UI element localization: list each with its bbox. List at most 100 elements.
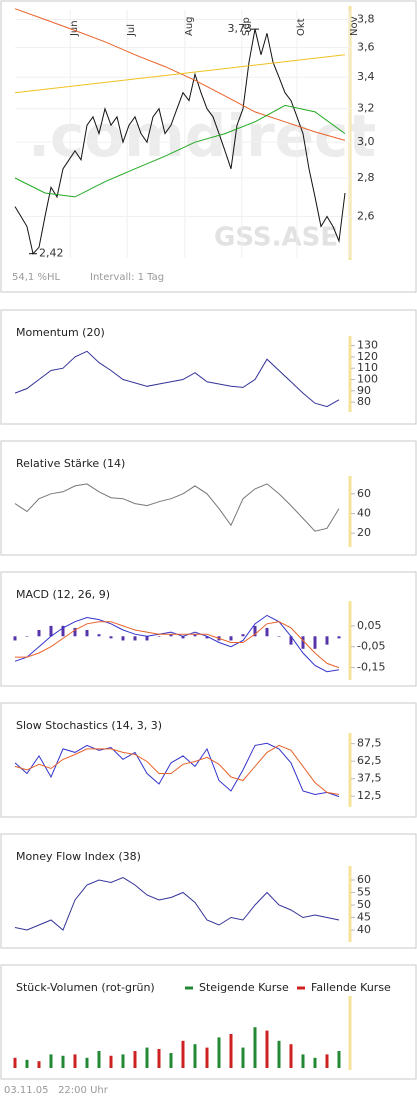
panel [0, 702, 417, 818]
bar [169, 1053, 173, 1068]
y-tick-label: 110 [357, 361, 378, 374]
bar [61, 625, 65, 637]
bar [313, 636, 317, 649]
bar [253, 1027, 257, 1068]
y-tick-label: 2,8 [357, 171, 375, 184]
bar [133, 636, 137, 641]
bar [277, 1040, 281, 1068]
bar [217, 1037, 221, 1068]
bar [313, 1057, 317, 1068]
timestamp: 03.11.05 22:00 Uhr [4, 1085, 109, 1096]
bar [229, 636, 233, 641]
y-tick-label: 50 [357, 898, 371, 911]
bar [289, 1044, 293, 1068]
bar [25, 636, 29, 637]
bar [85, 1057, 89, 1068]
bar [133, 1051, 137, 1068]
panel [0, 833, 417, 949]
y-tick-label: 120 [357, 350, 378, 363]
y-tick-label: 3,0 [357, 135, 375, 148]
bar [169, 634, 173, 637]
line [15, 621, 340, 669]
y-tick-label: 0,05 [357, 619, 382, 632]
y-tick-label: -0,15 [357, 661, 385, 674]
line [14, 876, 340, 931]
line [14, 483, 340, 532]
bar [325, 636, 329, 645]
panel-title: Money Flow Index (38) [16, 850, 141, 863]
y-tick-label: 45 [357, 911, 371, 924]
y-tick-label: 2,6 [357, 209, 375, 222]
bar [121, 1054, 125, 1068]
x-tick-label: Jul [126, 24, 137, 37]
bar [157, 636, 161, 637]
bar [181, 1040, 185, 1068]
bar [73, 1054, 77, 1068]
panel-title: Relative Stärke (14) [16, 457, 125, 470]
legend-label: Fallende Kurse [311, 981, 391, 994]
bar [25, 1059, 29, 1068]
line [14, 350, 340, 408]
y-tick-label: 3,6 [357, 41, 375, 54]
y-tick-label: 40 [357, 506, 371, 519]
bar [121, 636, 125, 641]
panel-title: MACD (12, 26, 9) [16, 588, 110, 601]
line [14, 54, 346, 94]
bar [193, 1044, 197, 1068]
x-tick-label: Nov [349, 16, 360, 36]
y-tick-label: 12,5 [357, 789, 382, 802]
panel-title: Momentum (20) [16, 326, 105, 339]
panel [0, 571, 417, 687]
bar [61, 1055, 65, 1068]
bar [301, 636, 305, 649]
y-tick-label: 37,5 [357, 772, 382, 785]
bar [181, 636, 185, 639]
y-tick-label: 40 [357, 923, 371, 936]
bar [301, 1054, 305, 1068]
y-tick-label: 3,2 [357, 102, 375, 115]
bar [337, 636, 341, 639]
y-tick-label: 62,5 [357, 754, 382, 767]
hl-label: 54,1 %HL [12, 272, 60, 283]
y-tick-label: 20 [357, 526, 371, 539]
x-tick-label: Okt [296, 18, 307, 36]
y-tick-label: 55 [357, 886, 371, 899]
bar [277, 636, 281, 637]
line [14, 104, 346, 198]
bar [157, 1048, 161, 1068]
symbol: GSS.ASE [214, 223, 338, 253]
bar [49, 1054, 53, 1068]
watermark: .comdirect [28, 102, 376, 170]
y-tick-label: 80 [357, 395, 371, 408]
annotation: 2,42 [39, 247, 64, 260]
legend-label: Steigende Kurse [199, 981, 289, 994]
line [14, 742, 340, 798]
bar [265, 627, 269, 637]
bar [337, 1051, 341, 1068]
bar [85, 630, 89, 637]
annotation: 3,73 [228, 22, 253, 35]
x-tick-label: Aug [184, 16, 195, 36]
interval: Intervall: 1 Tag [90, 272, 164, 283]
bar [109, 1055, 113, 1068]
bar [37, 630, 41, 637]
bar [145, 1047, 149, 1068]
y-tick-label: 100 [357, 373, 378, 386]
bar [97, 634, 101, 637]
bar [289, 636, 293, 645]
line [14, 28, 346, 255]
bar [325, 1054, 329, 1068]
bar [73, 627, 77, 637]
bar [97, 1051, 101, 1068]
x-tick-label: Jun [69, 20, 80, 37]
bar [241, 1047, 245, 1068]
bar [13, 636, 17, 641]
y-tick-label: 3,8 [357, 12, 375, 25]
bar [241, 634, 245, 637]
line [14, 744, 340, 795]
y-tick-label: 60 [357, 487, 371, 500]
y-tick-label: 60 [357, 873, 371, 886]
y-tick-label: 130 [357, 339, 378, 352]
bar [13, 1057, 17, 1068]
